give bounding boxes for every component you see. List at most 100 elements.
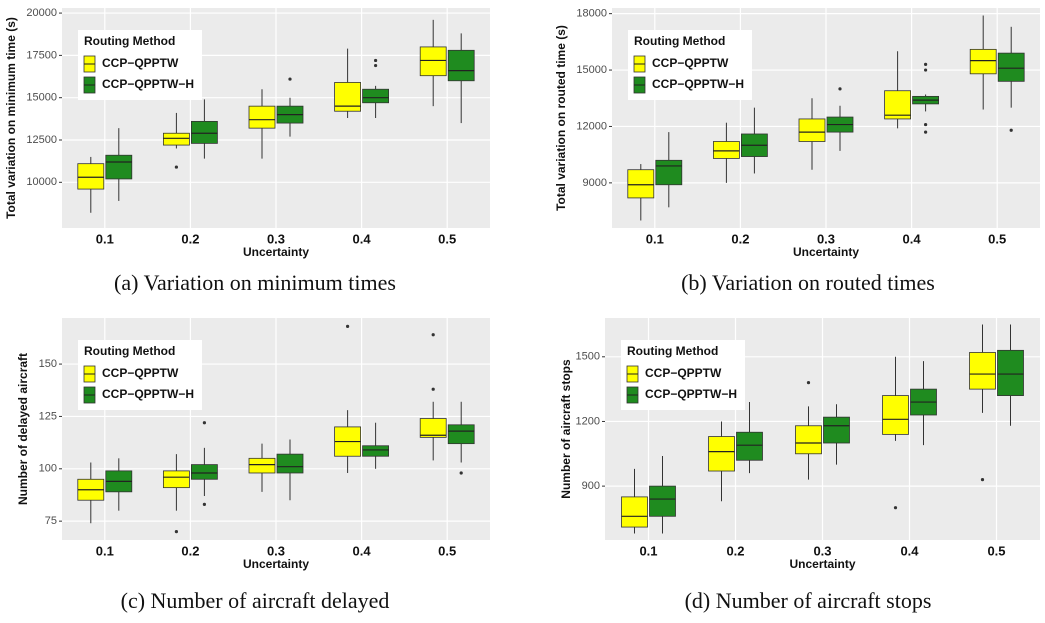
box bbox=[162, 132, 190, 146]
box bbox=[969, 352, 996, 390]
legend-title: Routing Method bbox=[627, 344, 718, 358]
outlier bbox=[924, 122, 928, 127]
outlier bbox=[202, 502, 206, 506]
x-tick-label: 0.4 bbox=[353, 543, 372, 558]
x-tick-label: 0.5 bbox=[438, 543, 456, 558]
box bbox=[798, 118, 826, 142]
legend-title: Routing Method bbox=[84, 34, 175, 48]
box bbox=[248, 105, 276, 129]
legend-label: CCP−QPPTW−H bbox=[645, 387, 737, 401]
x-tick-label: 0.4 bbox=[903, 231, 922, 246]
y-tick-label: 15000 bbox=[576, 64, 607, 76]
y-tick-label: 1500 bbox=[576, 351, 600, 363]
x-tick-label: 0.2 bbox=[731, 231, 749, 246]
box bbox=[105, 154, 133, 180]
y-tick-label: 75 bbox=[45, 515, 57, 527]
box bbox=[621, 496, 648, 528]
box bbox=[162, 470, 190, 489]
x-axis-label: Uncertainty bbox=[243, 245, 309, 259]
x-tick-label: 0.2 bbox=[181, 231, 199, 246]
box bbox=[884, 90, 911, 120]
x-tick-label: 0.4 bbox=[900, 543, 919, 558]
y-axis-label: Number of delayed aircraft bbox=[16, 353, 30, 505]
box bbox=[419, 418, 447, 438]
legend-label: CCP−QPPTW−H bbox=[102, 387, 194, 401]
y-tick-label: 12000 bbox=[576, 120, 607, 132]
x-tick-label: 0.5 bbox=[988, 231, 1006, 246]
y-tick-label: 1200 bbox=[576, 415, 600, 427]
legend-label: CCP−QPPTW bbox=[102, 56, 179, 70]
panel: 9000 12000 15000 18000 0.1 0.2 0.3 0.4 0.5 Uncert… bbox=[554, 8, 1040, 295]
box bbox=[362, 88, 390, 104]
box bbox=[795, 425, 822, 455]
y-tick-label: 18000 bbox=[576, 8, 607, 20]
legend-box bbox=[78, 30, 202, 100]
y-tick-label: 125 bbox=[39, 410, 57, 422]
y-tick-label: 10000 bbox=[26, 176, 57, 188]
y-tick-label: 15000 bbox=[26, 92, 57, 104]
box bbox=[362, 445, 390, 457]
x-tick-label: 0.3 bbox=[817, 231, 835, 246]
legend-label: CCP−QPPTW bbox=[102, 366, 179, 380]
x-tick-label: 0.3 bbox=[267, 231, 285, 246]
panel: 75 100 125 150 0.1 0.2 0.3 0.4 0.5 Uncertainty Num… bbox=[16, 318, 490, 613]
legend-title: Routing Method bbox=[634, 34, 725, 48]
x-tick-label: 0.5 bbox=[987, 543, 1005, 558]
legend-label: CCP−QPPTW−H bbox=[652, 77, 744, 91]
box bbox=[713, 141, 740, 159]
panel: 10000 12500 15000 17500 20000 0.1 0.2 0.3 0.4 0.5… bbox=[4, 7, 490, 295]
box bbox=[997, 52, 1025, 82]
outlier bbox=[174, 530, 178, 534]
legend-label: CCP−QPPTW bbox=[645, 366, 722, 380]
y-tick-label: 12500 bbox=[26, 134, 57, 146]
x-axis-label: Uncertainty bbox=[243, 557, 309, 571]
box bbox=[248, 457, 276, 474]
box bbox=[334, 82, 362, 112]
x-tick-label: 0.1 bbox=[96, 231, 114, 246]
y-tick-label: 9000 bbox=[583, 177, 607, 189]
box bbox=[823, 416, 850, 444]
legend-label: CCP−QPPTW bbox=[652, 56, 729, 70]
outlier bbox=[374, 58, 378, 63]
x-axis-label: Uncertainty bbox=[789, 557, 855, 571]
x-tick-label: 0.2 bbox=[181, 543, 199, 558]
caption: (d) Number of aircraft stops bbox=[685, 588, 932, 613]
y-tick-label: 17500 bbox=[26, 49, 57, 61]
caption: (a) Variation on minimum times bbox=[114, 270, 396, 295]
outlier bbox=[1009, 128, 1013, 132]
box bbox=[276, 453, 304, 474]
legend-box bbox=[621, 340, 745, 410]
legend-box bbox=[628, 30, 752, 100]
box bbox=[627, 169, 655, 199]
outlier bbox=[893, 506, 898, 510]
outlier bbox=[431, 333, 435, 337]
x-tick-label: 0.1 bbox=[96, 543, 114, 558]
outlier bbox=[980, 478, 985, 482]
x-tick-label: 0.5 bbox=[438, 231, 456, 246]
outlier bbox=[806, 381, 811, 385]
box bbox=[190, 120, 218, 144]
legend-box bbox=[78, 340, 202, 410]
box bbox=[969, 48, 997, 75]
outlier bbox=[838, 87, 842, 91]
box bbox=[882, 395, 909, 435]
x-tick-label: 0.3 bbox=[813, 543, 831, 558]
box bbox=[190, 464, 218, 480]
box bbox=[77, 163, 105, 190]
outlier bbox=[374, 63, 378, 68]
y-axis-label: Total variation on routed time (s) bbox=[554, 25, 568, 211]
box bbox=[447, 49, 475, 82]
legend-label: CCP−QPPTW−H bbox=[102, 77, 194, 91]
x-tick-label: 0.1 bbox=[646, 231, 664, 246]
outlier bbox=[202, 421, 206, 425]
outlier bbox=[288, 77, 292, 81]
box bbox=[708, 436, 735, 472]
y-tick-label: 900 bbox=[582, 480, 600, 492]
y-axis-label: Number of aircraft stops bbox=[559, 359, 573, 499]
outlier bbox=[174, 165, 178, 169]
legend-title: Routing Method bbox=[84, 344, 175, 358]
panel: 900 1200 1500 0.1 0.2 0.3 0.4 0.5 Uncertainty Num… bbox=[559, 318, 1040, 613]
box bbox=[655, 159, 683, 186]
x-tick-label: 0.3 bbox=[267, 543, 285, 558]
